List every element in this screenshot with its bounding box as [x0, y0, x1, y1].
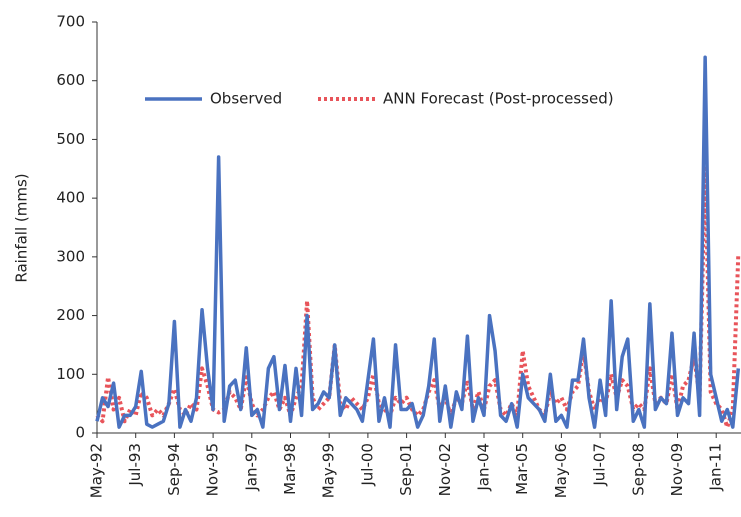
x-tick-label: Jul-07	[591, 443, 609, 487]
y-tick-label: 0	[75, 424, 85, 442]
legend-label: ANN Forecast (Post-processed)	[383, 90, 614, 108]
x-tick-label: Jan-11	[707, 443, 725, 492]
series-line	[95, 55, 741, 429]
x-tick-label: May-99	[320, 443, 338, 498]
x-tick-label: Mar-05	[513, 443, 531, 495]
legend-label: Observed	[210, 90, 282, 108]
x-tick-label: Jan-04	[475, 443, 493, 492]
x-tick-label: Sep-01	[397, 443, 415, 496]
y-tick-label: 300	[56, 247, 85, 265]
x-tick-label: May-92	[88, 443, 106, 498]
x-tick-label: Jan-97	[242, 443, 260, 492]
y-tick-label: 200	[56, 306, 85, 324]
y-tick-label: 500	[56, 130, 85, 148]
series-line	[95, 166, 741, 430]
x-tick-label: Sep-94	[165, 443, 183, 496]
x-tick-label: Sep-08	[629, 443, 647, 496]
x-tick-label: Jul-00	[358, 443, 376, 487]
y-tick-label: 600	[56, 71, 85, 89]
y-tick-label: 400	[56, 189, 85, 207]
y-tick-label: 700	[56, 13, 85, 31]
x-tick-label: Nov-09	[668, 443, 686, 496]
x-tick-label: Nov-02	[436, 443, 454, 496]
y-axis-label: Rainfall (mms)	[13, 173, 31, 282]
x-tick-label: Mar-98	[281, 443, 299, 495]
x-tick-label: May-06	[552, 443, 570, 498]
x-tick-label: Nov-95	[204, 443, 222, 496]
y-tick-label: 100	[56, 365, 85, 383]
x-tick-label: Jul-93	[126, 443, 144, 487]
